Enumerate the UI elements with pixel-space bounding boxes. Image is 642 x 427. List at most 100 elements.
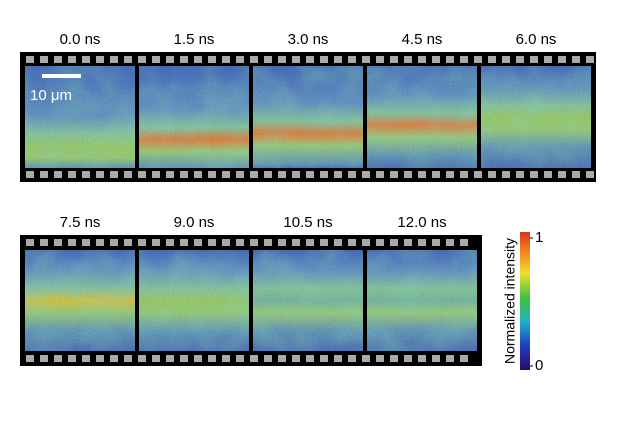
sprocket-hole bbox=[208, 355, 216, 362]
sprocket-hole bbox=[432, 239, 440, 246]
sprocket-hole bbox=[530, 171, 538, 178]
sprocket-hole bbox=[306, 171, 314, 178]
sprocket-hole bbox=[250, 355, 258, 362]
sprocket-hole bbox=[446, 56, 454, 63]
sprocket-hole bbox=[572, 56, 580, 63]
sprocket-hole bbox=[320, 355, 328, 362]
frame-noise bbox=[253, 250, 363, 351]
frame-noise bbox=[139, 66, 249, 168]
sprocket-hole bbox=[54, 171, 62, 178]
sprocket-hole bbox=[460, 239, 468, 246]
sprocket-hole bbox=[194, 355, 202, 362]
sprocket-hole bbox=[96, 56, 104, 63]
sprocket-hole bbox=[586, 171, 594, 178]
sprocket-hole bbox=[362, 171, 370, 178]
sprocket-hole bbox=[362, 56, 370, 63]
sprocket-hole bbox=[474, 171, 482, 178]
sprocket-hole bbox=[82, 239, 90, 246]
sprocket-hole bbox=[138, 171, 146, 178]
frame-noise bbox=[367, 66, 477, 168]
sprocket-hole bbox=[516, 56, 524, 63]
colorbar-tick-label: 1 bbox=[535, 229, 543, 246]
sprocket-hole bbox=[26, 239, 34, 246]
sprocket-hole bbox=[278, 239, 286, 246]
frame-noise bbox=[481, 66, 591, 168]
sprocket-hole bbox=[68, 171, 76, 178]
sprocket-hole bbox=[278, 355, 286, 362]
sprocket-hole bbox=[306, 355, 314, 362]
sprocket-hole bbox=[236, 355, 244, 362]
sprocket-hole bbox=[54, 56, 62, 63]
sprocket-hole bbox=[138, 239, 146, 246]
sprocket-hole bbox=[390, 56, 398, 63]
sprocket-hole bbox=[152, 355, 160, 362]
sprocket-hole bbox=[180, 56, 188, 63]
sprocket-hole bbox=[376, 355, 384, 362]
sprocket-hole bbox=[264, 56, 272, 63]
sprocket-hole bbox=[194, 239, 202, 246]
sprocket-hole bbox=[404, 171, 412, 178]
sprocket-hole bbox=[166, 56, 174, 63]
sprocket-hole bbox=[292, 171, 300, 178]
frame-label: 3.0 ns bbox=[288, 31, 329, 48]
sprocket-hole bbox=[460, 56, 468, 63]
sprocket-hole bbox=[292, 355, 300, 362]
sprocket-hole bbox=[432, 56, 440, 63]
sprocket-hole bbox=[166, 171, 174, 178]
sprocket-hole bbox=[110, 239, 118, 246]
sprocket-hole bbox=[222, 56, 230, 63]
sprocket-hole bbox=[222, 239, 230, 246]
sprocket-hole bbox=[348, 355, 356, 362]
sprocket-hole bbox=[334, 239, 342, 246]
sprocket-hole bbox=[194, 171, 202, 178]
sprocket-hole bbox=[404, 355, 412, 362]
sprocket-hole bbox=[586, 56, 594, 63]
sprocket-hole bbox=[208, 239, 216, 246]
sprocket-hole bbox=[376, 239, 384, 246]
sprocket-hole bbox=[348, 56, 356, 63]
frame-label: 12.0 ns bbox=[397, 214, 446, 231]
frame-noise bbox=[25, 250, 135, 351]
sprocket-hole bbox=[40, 56, 48, 63]
sprocket-hole bbox=[180, 171, 188, 178]
film-strips bbox=[20, 52, 596, 366]
sprocket-hole bbox=[96, 355, 104, 362]
sprocket-hole bbox=[404, 56, 412, 63]
frame-label: 9.0 ns bbox=[174, 214, 215, 231]
sprocket-hole bbox=[502, 171, 510, 178]
sprocket-hole bbox=[292, 239, 300, 246]
sprocket-hole bbox=[26, 171, 34, 178]
sprocket-hole bbox=[460, 171, 468, 178]
sprocket-hole bbox=[404, 239, 412, 246]
sprocket-hole bbox=[194, 56, 202, 63]
sprocket-hole bbox=[320, 239, 328, 246]
sprocket-hole bbox=[180, 239, 188, 246]
sprocket-hole bbox=[236, 171, 244, 178]
sprocket-hole bbox=[334, 171, 342, 178]
sprocket-hole bbox=[152, 171, 160, 178]
sprocket-hole bbox=[418, 171, 426, 178]
frame-noise bbox=[367, 250, 477, 351]
scale-bar-label: 10 μm bbox=[30, 87, 72, 104]
sprocket-hole bbox=[26, 355, 34, 362]
sprocket-hole bbox=[250, 171, 258, 178]
sprocket-hole bbox=[208, 171, 216, 178]
sprocket-hole bbox=[362, 239, 370, 246]
sprocket-hole bbox=[348, 239, 356, 246]
sprocket-hole bbox=[418, 355, 426, 362]
sprocket-hole bbox=[390, 239, 398, 246]
frame-label: 1.5 ns bbox=[174, 31, 215, 48]
colorbar-label: Normalized intensity bbox=[502, 238, 518, 364]
sprocket-hole bbox=[96, 239, 104, 246]
sprocket-hole bbox=[460, 355, 468, 362]
colorbar bbox=[520, 232, 530, 370]
sprocket-hole bbox=[236, 239, 244, 246]
sprocket-hole bbox=[558, 56, 566, 63]
sprocket-hole bbox=[124, 171, 132, 178]
sprocket-hole bbox=[376, 56, 384, 63]
sprocket-hole bbox=[558, 171, 566, 178]
sprocket-hole bbox=[292, 56, 300, 63]
colorbar-tick-label: 0 bbox=[535, 357, 543, 374]
sprocket-hole bbox=[68, 56, 76, 63]
